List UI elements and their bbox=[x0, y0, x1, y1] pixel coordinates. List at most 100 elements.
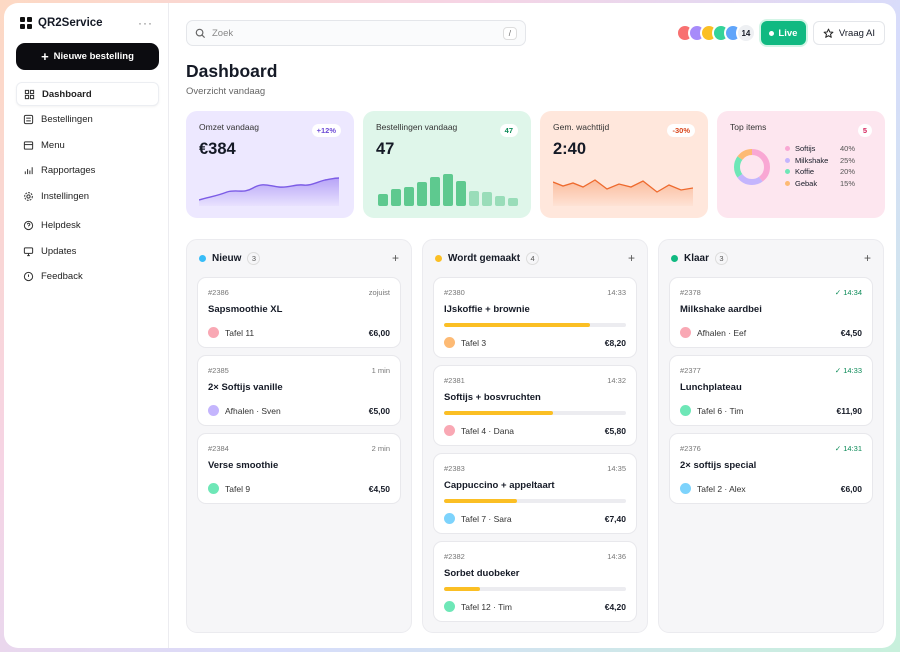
app-window: QR2Service ··· + Nieuwe bestelling Dashb… bbox=[4, 3, 896, 648]
kpi-label: Omzet vandaag bbox=[199, 122, 260, 132]
order-price: €6,00 bbox=[368, 327, 390, 338]
legend-percent: 25% bbox=[839, 155, 855, 165]
kpi-revenue-card[interactable]: Omzet vandaag €384 +12% bbox=[186, 111, 354, 218]
order-card[interactable]: #2384 2 min Verse smoothie Tafel 9 €4,50 bbox=[197, 433, 401, 504]
legend-swatch bbox=[785, 169, 790, 175]
kpi-orders-card[interactable]: Bestellingen vandaag 47 47 bbox=[363, 111, 531, 218]
sidebar-item-feedback[interactable]: Feedback bbox=[16, 265, 159, 289]
topbar: Zoek / 14 Live Vraag AI bbox=[186, 20, 885, 46]
active-users[interactable]: 14 bbox=[675, 23, 756, 43]
card-footer: Afhalen · Sven €5,00 bbox=[208, 405, 390, 416]
sidebar-item-menu[interactable]: Menu bbox=[16, 133, 159, 157]
sidebar-item-label: Rapportages bbox=[41, 165, 96, 176]
add-icon[interactable]: + bbox=[627, 251, 635, 265]
card-meta: #2378 ✓ 14:34 bbox=[680, 288, 862, 298]
sidebar-item-bestellingen[interactable]: Bestellingen bbox=[16, 108, 159, 132]
bar bbox=[469, 190, 479, 206]
legend-label: Gebak bbox=[795, 178, 818, 188]
ask-ai-label: Vraag AI bbox=[838, 27, 875, 39]
legend-percent: 15% bbox=[839, 178, 855, 188]
search-shortcut: / bbox=[502, 26, 517, 40]
order-card[interactable]: #2377 ✓ 14:33 Lunchplateau Tafel 6 · Tim €11… bbox=[669, 355, 873, 426]
kpi-top-items-card[interactable]: Top items 5 Softijs 40% Milkshake 25% Koffie… bbox=[717, 111, 885, 218]
more-menu-icon[interactable]: ··· bbox=[138, 16, 153, 30]
order-card[interactable]: #2382 14:36 Sorbet duobeker Tafel 12 · Tim €… bbox=[433, 541, 637, 622]
order-id: #2378 bbox=[680, 288, 701, 297]
bar bbox=[456, 180, 466, 206]
legend-item: Koffie 20% bbox=[785, 166, 855, 178]
legend-label: Milkshake bbox=[795, 155, 829, 165]
order-time: 2 min bbox=[371, 444, 390, 453]
sidebar-item-helpdesk[interactable]: Helpdesk bbox=[16, 214, 159, 238]
gear-icon bbox=[24, 191, 33, 201]
live-button[interactable]: Live bbox=[760, 21, 806, 45]
order-id: #2386 bbox=[208, 288, 229, 297]
new-order-button[interactable]: + Nieuwe bestelling bbox=[16, 43, 159, 70]
order-card[interactable]: #2378 ✓ 14:34 Milkshake aardbei Afhalen · E… bbox=[669, 277, 873, 348]
column-count: 4 bbox=[526, 251, 540, 265]
card-footer: Tafel 9 €4,50 bbox=[208, 483, 390, 494]
count-badge: 5 bbox=[857, 124, 872, 137]
bar bbox=[482, 192, 492, 206]
order-price: €4,20 bbox=[604, 601, 626, 612]
card-footer: Tafel 6 · Tim €11,90 bbox=[680, 405, 862, 416]
search-input[interactable]: Zoek / bbox=[186, 20, 526, 46]
app-name: QR2Service bbox=[38, 17, 103, 29]
order-card[interactable]: #2380 14:33 IJskoffie + brownie Tafel 3 €8,2… bbox=[433, 277, 637, 358]
order-card[interactable]: #2376 ✓ 14:31 2× softijs special Tafel 2 · … bbox=[669, 433, 873, 504]
sidebar-item-dashboard[interactable]: Dashboard bbox=[16, 82, 159, 106]
customer-avatar bbox=[208, 483, 219, 494]
list-icon bbox=[23, 114, 34, 125]
add-icon[interactable]: + bbox=[863, 251, 871, 265]
sidebar-item-label: Instellingen bbox=[41, 190, 90, 202]
grid-icon bbox=[24, 89, 35, 99]
order-id: #2377 bbox=[680, 366, 701, 375]
customer-label: Tafel 9 bbox=[225, 483, 251, 494]
order-card[interactable]: #2385 1 min 2× Softijs vanille Afhalen · Sv… bbox=[197, 355, 401, 426]
ask-ai-button[interactable]: Vraag AI bbox=[812, 21, 885, 45]
order-price: €4,50 bbox=[368, 483, 390, 494]
orders-bar-chart bbox=[378, 172, 519, 206]
legend-label: Koffie bbox=[795, 167, 815, 177]
column-wordt-gemaakt: Wordt gemaakt 4 + #2380 14:33 IJskoffie + bro… bbox=[422, 239, 648, 633]
order-title: Lunchplateau bbox=[680, 382, 742, 393]
order-card[interactable]: #2383 14:35 Cappuccino + appeltaart Tafel 7… bbox=[433, 453, 637, 534]
order-title: Milkshake aardbei bbox=[680, 304, 762, 315]
page-subtitle: Overzicht vandaag bbox=[186, 86, 266, 97]
customer-avatar bbox=[680, 483, 691, 494]
bar bbox=[391, 189, 401, 206]
order-price: €6,00 bbox=[840, 483, 862, 494]
legend-percent: 40% bbox=[839, 144, 855, 154]
sidebar-item-label: Dashboard bbox=[42, 88, 92, 100]
progress-bar bbox=[444, 411, 626, 415]
kpi-row: Omzet vandaag €384 +12% Bestellingen van… bbox=[186, 111, 885, 218]
order-card[interactable]: #2386 zojuist Sapsmoothie XL Tafel 11 €6,00 bbox=[197, 277, 401, 348]
legend-item: Softijs 40% bbox=[785, 143, 855, 155]
legend-swatch bbox=[785, 180, 790, 186]
card-meta: #2385 1 min bbox=[208, 366, 390, 376]
column-header: Wordt gemaakt 4 + bbox=[433, 251, 637, 265]
kpi-wait-card[interactable]: Gem. wachttijd 2:40 -30% bbox=[540, 111, 708, 218]
sidebar-item-updates[interactable]: Updates bbox=[16, 239, 159, 263]
order-time: ✓ 14:34 bbox=[834, 288, 862, 297]
customer-label: Tafel 7 · Sara bbox=[461, 513, 512, 524]
bar bbox=[443, 173, 453, 206]
kpi-label: Bestellingen vandaag bbox=[376, 122, 458, 132]
status-dot-icon bbox=[435, 254, 442, 262]
add-icon[interactable]: + bbox=[391, 251, 399, 265]
card-footer: Tafel 11 €6,00 bbox=[208, 327, 390, 338]
order-card[interactable]: #2381 14:32 Softijs + bosvruchten Tafel 4 ·… bbox=[433, 365, 637, 446]
delta-badge: +12% bbox=[311, 124, 341, 137]
logo-icon bbox=[20, 17, 32, 29]
card-footer: Tafel 2 · Alex €6,00 bbox=[680, 483, 862, 494]
progress-fill bbox=[444, 411, 554, 415]
sidebar-item-rapportages[interactable]: Rapportages bbox=[16, 159, 159, 183]
customer-label: Afhalen · Sven bbox=[225, 405, 281, 416]
customer-avatar bbox=[208, 405, 219, 416]
column-title: Nieuw bbox=[212, 252, 242, 264]
card-meta: #2376 ✓ 14:31 bbox=[680, 444, 862, 454]
legend-item: Milkshake 25% bbox=[785, 155, 855, 167]
card-meta: #2377 ✓ 14:33 bbox=[680, 366, 862, 376]
customer-label: Tafel 11 bbox=[225, 327, 255, 338]
sidebar-item-instellingen[interactable]: Instellingen bbox=[16, 184, 159, 208]
